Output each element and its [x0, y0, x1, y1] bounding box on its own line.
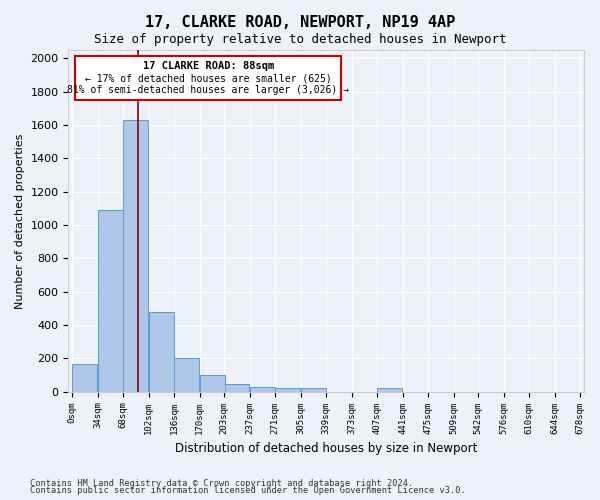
FancyBboxPatch shape — [75, 56, 341, 100]
Text: 17 CLARKE ROAD: 88sqm: 17 CLARKE ROAD: 88sqm — [143, 62, 274, 72]
Bar — [149, 312, 174, 392]
Bar — [301, 388, 326, 392]
Bar — [124, 120, 148, 392]
Bar — [98, 210, 123, 392]
Text: ← 17% of detached houses are smaller (625): ← 17% of detached houses are smaller (62… — [85, 74, 332, 84]
Bar — [224, 384, 250, 392]
Text: 17, CLARKE ROAD, NEWPORT, NP19 4AP: 17, CLARKE ROAD, NEWPORT, NP19 4AP — [145, 15, 455, 30]
Bar — [250, 386, 275, 392]
Text: 81% of semi-detached houses are larger (3,026) →: 81% of semi-detached houses are larger (… — [67, 86, 349, 96]
Text: Contains HM Land Registry data © Crown copyright and database right 2024.: Contains HM Land Registry data © Crown c… — [30, 478, 413, 488]
Bar — [275, 388, 301, 392]
X-axis label: Distribution of detached houses by size in Newport: Distribution of detached houses by size … — [175, 442, 478, 455]
Text: Contains public sector information licensed under the Open Government Licence v3: Contains public sector information licen… — [30, 486, 466, 495]
Bar — [175, 358, 199, 392]
Bar — [377, 388, 402, 392]
Bar — [200, 375, 224, 392]
Text: Size of property relative to detached houses in Newport: Size of property relative to detached ho… — [94, 32, 506, 46]
Y-axis label: Number of detached properties: Number of detached properties — [15, 133, 25, 308]
Bar — [73, 364, 97, 392]
